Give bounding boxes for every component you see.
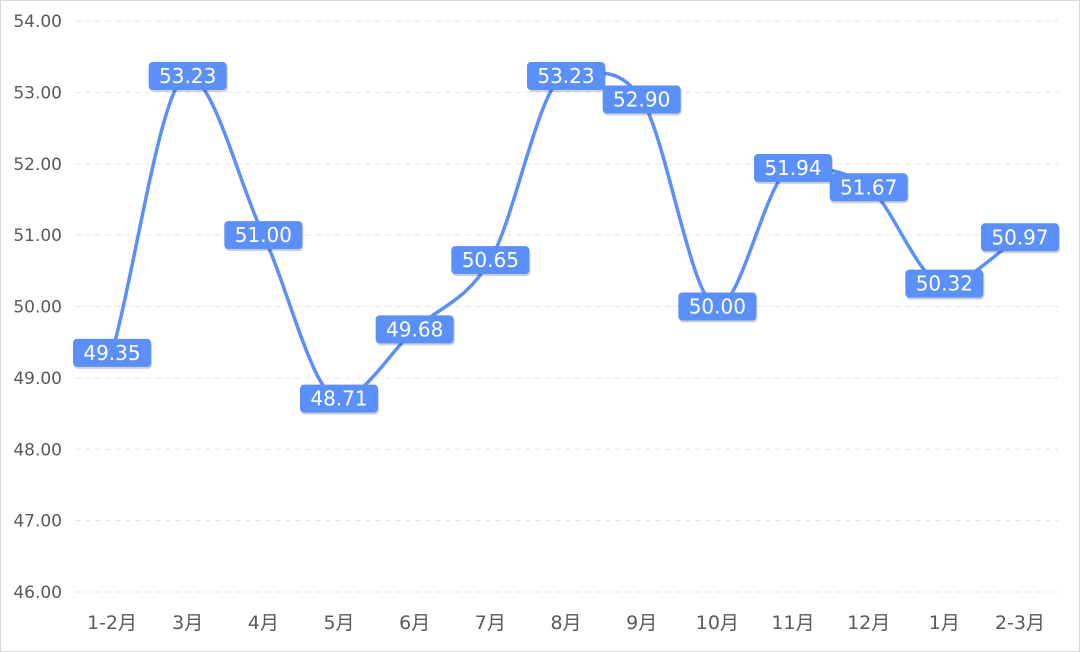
y-tick-label: 51.00 — [13, 226, 62, 246]
x-tick-label: 3月 — [172, 612, 203, 634]
data-label-text: 53.23 — [537, 64, 594, 88]
data-label-box — [148, 61, 227, 90]
data-label: 51.94 — [754, 154, 833, 185]
y-tick-label: 54.00 — [13, 12, 62, 32]
grid-lines — [75, 20, 1058, 593]
data-label-box — [981, 223, 1059, 252]
data-label: 50.00 — [678, 292, 758, 323]
data-label-text: 51.67 — [840, 175, 897, 199]
data-label: 51.67 — [829, 173, 909, 204]
data-label-box — [375, 315, 454, 344]
y-tick-label: 53.00 — [13, 83, 62, 103]
x-tick-label: 1月 — [929, 612, 960, 634]
x-tick-label: 6月 — [399, 612, 430, 634]
data-label-text: 51.94 — [764, 156, 821, 180]
data-label: 50.32 — [905, 269, 985, 300]
data-label-box — [678, 292, 757, 321]
y-tick-label: 48.00 — [13, 440, 62, 460]
data-label: 49.68 — [375, 315, 455, 346]
data-label-text: 49.35 — [83, 341, 140, 365]
data-label-box — [527, 61, 605, 90]
data-label-box — [829, 173, 908, 202]
x-tick-label: 9月 — [626, 612, 657, 634]
data-label: 53.23 — [527, 61, 606, 92]
data-label-text: 50.00 — [689, 295, 746, 319]
y-axis-ticks: 46.00 47.00 48.00 49.00 50.00 51.00 52.00 53.00… — [13, 12, 62, 603]
data-label-box — [602, 85, 681, 114]
data-label-text: 49.68 — [386, 317, 443, 341]
y-tick-label: 47.00 — [13, 512, 62, 532]
data-label-text: 50.65 — [462, 248, 519, 272]
data-label-box — [905, 269, 984, 298]
data-label: 50.97 — [981, 223, 1060, 254]
data-label: 48.71 — [300, 384, 379, 415]
data-label-box — [300, 384, 378, 413]
data-label-text: 50.32 — [916, 272, 973, 296]
x-tick-label: 7月 — [475, 612, 506, 634]
data-label-text: 52.90 — [613, 88, 670, 112]
y-tick-label: 52.00 — [13, 155, 62, 175]
data-label: 49.35 — [73, 338, 152, 369]
x-tick-label: 4月 — [248, 612, 279, 634]
x-axis-ticks: 1-2月 3月 4月 5月 6月 7月 8月 9月 10月 11月 12月 1月 2-3月 — [87, 612, 1045, 634]
data-label: 52.90 — [602, 85, 682, 116]
data-label-box — [754, 154, 832, 183]
x-tick-label: 12月 — [847, 612, 890, 634]
data-label-text: 51.00 — [235, 223, 292, 247]
x-tick-label: 5月 — [323, 612, 354, 634]
data-labels: 49.35 53.23 51.00 48.71 49.68 50.65 53.23 52.90… — [73, 61, 1060, 415]
data-label-text: 53.23 — [159, 64, 216, 88]
data-label-text: 48.71 — [310, 387, 367, 411]
x-tick-label: 1-2月 — [87, 612, 137, 634]
data-label: 50.65 — [451, 246, 531, 277]
data-label-box — [224, 221, 303, 250]
x-tick-label: 10月 — [696, 612, 739, 634]
x-tick-label: 8月 — [550, 612, 581, 634]
data-label-text: 50.97 — [991, 225, 1048, 249]
x-tick-label: 2-3月 — [995, 612, 1045, 634]
x-tick-label: 11月 — [771, 612, 814, 634]
y-tick-label: 49.00 — [13, 369, 62, 389]
y-tick-label: 46.00 — [13, 583, 62, 603]
data-label-box — [73, 338, 151, 367]
data-label-box — [451, 246, 530, 275]
y-tick-label: 50.00 — [13, 298, 62, 318]
data-label: 51.00 — [224, 221, 304, 252]
data-label: 53.23 — [148, 61, 228, 92]
